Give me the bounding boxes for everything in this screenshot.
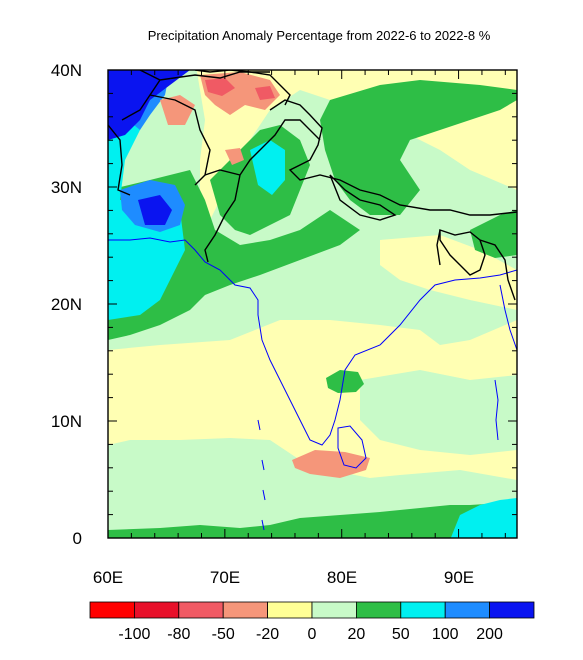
legend-label: 0: [308, 626, 317, 643]
field-green-northeast: [320, 80, 517, 215]
legend-swatch: [311, 601, 357, 619]
field-red-north: [205, 78, 235, 96]
x-tick-labels: 60E 70E 80E 90E: [93, 568, 474, 587]
x-tick-label-90e: 90E: [444, 568, 474, 587]
field-red-north2: [255, 86, 275, 100]
field-orange-patch: [225, 148, 244, 165]
field-orange-nw: [160, 95, 195, 125]
y-tick-label-0: 0: [73, 529, 82, 548]
coastline-srilanka: [337, 425, 367, 469]
legend-swatch: [133, 601, 180, 619]
field-yellow-east: [380, 235, 517, 310]
legend-label: -80: [167, 626, 190, 643]
legend-swatch: [355, 601, 402, 619]
x-tick-label-70e: 70E: [210, 568, 240, 587]
legend-label: -20: [256, 626, 279, 643]
field-cyan-patch1: [250, 140, 285, 195]
border-bangladesh: [439, 229, 486, 276]
y-tick-label-20n: 20N: [51, 295, 82, 314]
coastline-andaman: [494, 379, 499, 441]
legend-swatch: [400, 601, 446, 619]
border-pakistan-india: [204, 119, 321, 263]
coastline-mainland: [108, 237, 517, 446]
legend-label: 50: [392, 626, 410, 643]
border-myanmar: [436, 229, 516, 301]
x-tick-label-60e: 60E: [93, 568, 123, 587]
map-title: Precipitation Anomaly Percentage from 20…: [147, 28, 491, 43]
coastline: [108, 237, 517, 531]
field-green-central: [326, 370, 364, 393]
y-tick-label-30n: 30N: [51, 178, 82, 197]
legend-label: 100: [432, 626, 459, 643]
legend-colorbar: [89, 601, 535, 619]
field-yellow-arabian: [108, 355, 260, 430]
legend-swatch: [267, 601, 313, 619]
border-nepal: [329, 174, 397, 221]
legend-label: 200: [476, 626, 503, 643]
legend-swatch: [178, 601, 224, 619]
field-darkblue-west: [138, 195, 172, 225]
border-india-north: [269, 99, 517, 216]
legend-swatch: [444, 601, 491, 619]
field-darkblue-northwest: [108, 70, 190, 140]
legend-label: -50: [212, 626, 235, 643]
y-tick-label-40n: 40N: [51, 61, 82, 80]
coastline-myanmar: [499, 284, 517, 351]
border-iran-pakistan: [108, 124, 131, 196]
legend-swatch: [89, 601, 135, 619]
legend-swatch: [489, 601, 535, 619]
border-china-northeast: [194, 70, 291, 106]
legend-label: -100: [118, 626, 150, 643]
coastline-maldives: [257, 419, 266, 531]
y-tick-labels: 0 10N 20N 30N 40N: [51, 61, 82, 548]
x-tick-label-80e: 80E: [327, 568, 357, 587]
field-green-south: [108, 502, 517, 538]
axis-ticks: [107, 69, 517, 539]
legend-swatch: [222, 601, 268, 619]
field-orange-south: [292, 450, 370, 478]
field-cyan-southeast: [450, 498, 517, 538]
legend-labels: -100 -80 -50 -20 0 20 50 100 200: [118, 626, 503, 643]
y-tick-label-10n: 10N: [51, 412, 82, 431]
country-borders: [108, 70, 517, 301]
anomaly-field: [108, 70, 517, 538]
legend-label: 20: [348, 626, 366, 643]
field-lightgreen-bay: [360, 370, 517, 455]
